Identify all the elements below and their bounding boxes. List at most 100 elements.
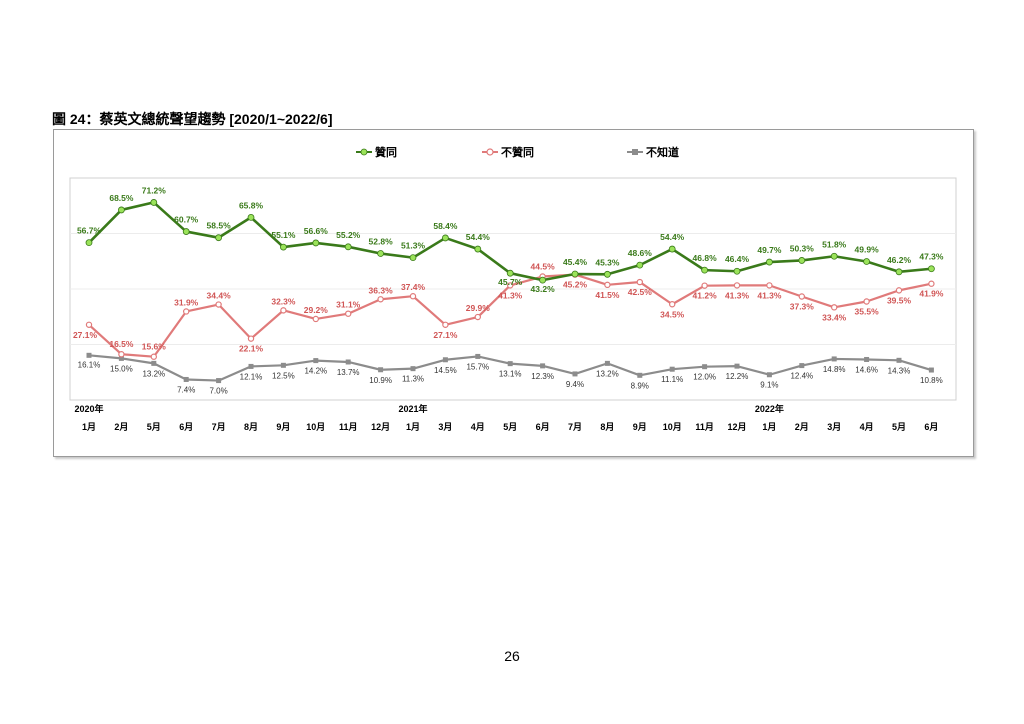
figure-title: 圖 24：蔡英文總統聲望趨勢 [2020/1~2022/6] xyxy=(52,111,333,127)
data-label-approve: 49.7% xyxy=(757,245,782,255)
x-axis-tick-label: 12月 xyxy=(371,422,390,432)
data-point-approve xyxy=(668,245,676,253)
data-label-disapprove: 27.1% xyxy=(73,330,98,340)
data-label-unknown: 13.2% xyxy=(142,369,165,378)
data-label-disapprove: 41.9% xyxy=(919,289,944,299)
x-axis-year-label: 2022年 xyxy=(755,403,784,414)
page-number: 26 xyxy=(504,648,520,664)
data-label-unknown: 10.9% xyxy=(369,376,392,385)
data-label-approve: 65.8% xyxy=(239,200,264,210)
x-axis-tick-label: 3月 xyxy=(438,422,452,432)
data-point-approve xyxy=(377,250,385,257)
data-label-disapprove: 31.9% xyxy=(174,297,199,307)
x-axis-tick-label: 7月 xyxy=(212,422,226,432)
x-axis-tick-label: 9月 xyxy=(276,422,290,432)
data-point-disapprove xyxy=(182,308,190,315)
data-point-disapprove xyxy=(280,307,287,314)
x-axis-tick-label: 8月 xyxy=(600,422,614,432)
data-point-disapprove xyxy=(669,301,676,308)
data-point-approve xyxy=(571,270,579,278)
data-point-disapprove xyxy=(247,335,255,342)
legend-item-approve: 贊同 xyxy=(356,145,397,159)
data-label-unknown: 14.8% xyxy=(823,365,846,374)
data-label-disapprove: 34.5% xyxy=(660,309,685,319)
x-axis: 2020年 2021年 2022年 1月 2月 5月 6月 7月 8月 9月 10月 11月 12月 1月… xyxy=(74,403,938,432)
data-label-approve: 51.8% xyxy=(822,239,847,249)
data-label-disapprove: 15.6% xyxy=(142,342,167,352)
data-label-unknown: 13.7% xyxy=(337,368,360,377)
data-point-unknown xyxy=(216,378,222,384)
data-point-approve xyxy=(539,276,547,284)
data-point-disapprove xyxy=(118,351,125,358)
series-unknown: 16.1% 15.0% 13.2% 7.4% 7.0% 12.1% 12.5% 14.2% 13… xyxy=(78,352,943,396)
data-point-approve xyxy=(733,267,741,275)
data-label-disapprove: 22.1% xyxy=(239,344,264,354)
data-label-unknown: 9.4% xyxy=(566,380,584,389)
data-label-disapprove: 16.5% xyxy=(109,339,134,349)
data-label-disapprove: 29.2% xyxy=(304,305,329,315)
data-label-unknown: 14.2% xyxy=(304,367,327,376)
data-point-unknown xyxy=(345,359,351,365)
x-axis-tick-label: 5月 xyxy=(147,422,161,432)
data-point-disapprove xyxy=(507,282,514,289)
data-point-approve xyxy=(85,239,93,247)
legend-swatch-marker xyxy=(632,149,638,155)
data-point-approve xyxy=(182,228,190,235)
x-axis-tick-label: 4月 xyxy=(860,422,874,432)
data-point-disapprove xyxy=(474,313,481,321)
x-axis-tick-label: 10月 xyxy=(306,422,325,432)
data-label-approve: 60.7% xyxy=(174,215,199,225)
data-label-approve: 56.6% xyxy=(304,226,329,236)
data-point-unknown xyxy=(280,362,286,368)
series-approve: 56.7% 68.5% 71.2% 60.7% 58.5% 65.8% 55.1% 56.6%… xyxy=(77,185,944,294)
data-label-approve: 58.5% xyxy=(207,221,232,231)
data-point-disapprove xyxy=(636,278,644,286)
data-point-approve xyxy=(150,199,158,206)
data-point-unknown xyxy=(151,360,157,366)
legend-item-disapprove: 不贊同 xyxy=(482,145,534,159)
data-point-unknown xyxy=(248,363,254,369)
data-label-unknown: 7.4% xyxy=(177,385,195,394)
data-point-approve xyxy=(798,257,806,264)
data-point-unknown xyxy=(86,352,92,358)
x-axis-tick-label: 1月 xyxy=(82,422,96,432)
data-point-disapprove xyxy=(798,293,806,300)
data-point-disapprove xyxy=(150,353,158,360)
data-point-approve xyxy=(506,269,514,277)
data-point-disapprove xyxy=(85,321,93,328)
data-point-disapprove xyxy=(345,310,352,317)
legend-label: 贊同 xyxy=(375,145,397,159)
data-point-disapprove xyxy=(733,282,741,289)
data-point-approve xyxy=(118,206,125,214)
data-label-unknown: 9.1% xyxy=(760,381,778,390)
data-label-approve: 45.3% xyxy=(595,257,620,267)
data-point-approve xyxy=(830,252,838,260)
data-label-approve: 55.2% xyxy=(336,230,361,240)
data-point-unknown xyxy=(637,372,643,378)
data-point-unknown xyxy=(410,366,416,372)
data-label-unknown: 7.0% xyxy=(209,387,227,396)
data-label-approve: 50.3% xyxy=(790,243,815,253)
data-point-unknown xyxy=(766,372,772,378)
data-point-disapprove xyxy=(409,293,417,300)
x-axis-tick-label: 1月 xyxy=(406,422,420,432)
data-label-approve: 46.2% xyxy=(887,255,912,265)
data-point-approve xyxy=(474,245,482,253)
data-label-disapprove: 35.5% xyxy=(855,306,880,316)
data-label-approve: 71.2% xyxy=(142,185,167,195)
legend-item-unknown: 不知道 xyxy=(627,145,679,159)
grid-lines xyxy=(70,233,956,345)
x-axis-tick-label: 1月 xyxy=(762,422,776,432)
data-label-disapprove: 41.3% xyxy=(725,290,750,300)
chart-frame: 贊同 不贊同 不知道 16.1% 15.0% 13.2% 7.4% 7.0% 12.1% 12.… xyxy=(53,129,974,457)
x-axis-tick-label: 11月 xyxy=(695,422,714,432)
data-point-unknown xyxy=(896,357,902,363)
data-point-unknown xyxy=(831,356,837,362)
data-point-approve xyxy=(409,254,417,262)
data-label-disapprove: 41.3% xyxy=(757,290,782,300)
x-axis-year-label: 2021年 xyxy=(398,403,427,414)
data-label-unknown: 8.9% xyxy=(631,381,649,390)
data-label-disapprove: 37.4% xyxy=(401,282,426,292)
x-axis-tick-label: 7月 xyxy=(568,422,582,432)
data-label-disapprove: 41.5% xyxy=(595,290,620,300)
